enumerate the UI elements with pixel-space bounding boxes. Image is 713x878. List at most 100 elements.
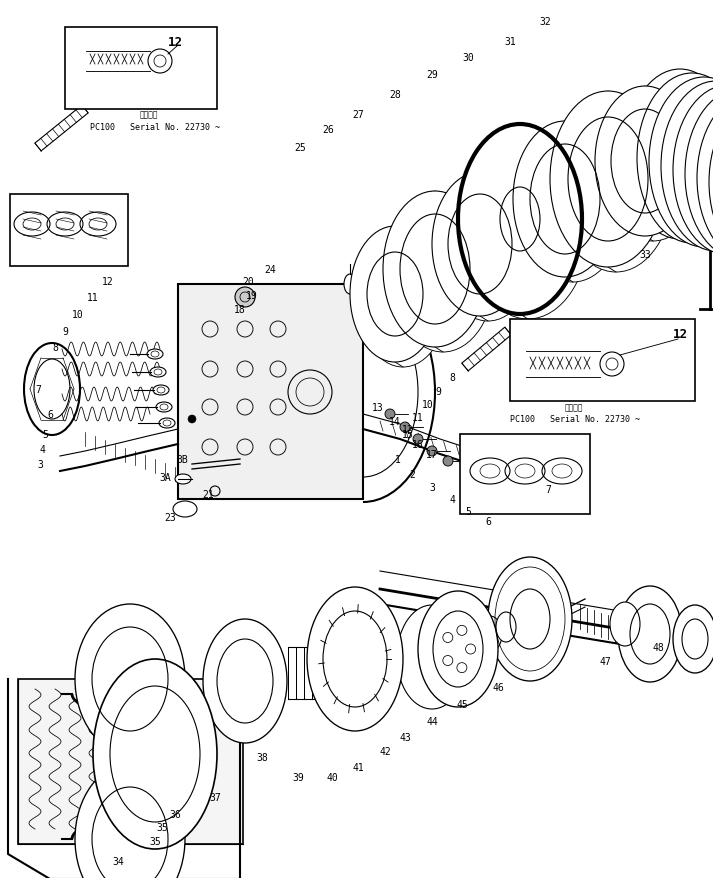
Text: 26: 26 bbox=[322, 125, 334, 135]
Text: 14: 14 bbox=[389, 416, 401, 427]
Ellipse shape bbox=[307, 587, 403, 731]
Text: 16: 16 bbox=[412, 440, 424, 450]
Ellipse shape bbox=[466, 130, 590, 320]
Ellipse shape bbox=[678, 109, 713, 225]
Text: 11: 11 bbox=[412, 413, 424, 422]
Ellipse shape bbox=[344, 275, 356, 295]
Bar bbox=[10, 195, 128, 267]
Text: 17: 17 bbox=[426, 450, 438, 459]
Text: 8: 8 bbox=[449, 372, 455, 383]
Text: 6: 6 bbox=[485, 516, 491, 527]
Ellipse shape bbox=[637, 74, 713, 244]
Text: 3: 3 bbox=[37, 459, 43, 470]
Text: 40: 40 bbox=[326, 772, 338, 782]
Text: 10: 10 bbox=[72, 310, 84, 320]
Circle shape bbox=[443, 457, 453, 466]
Text: 38: 38 bbox=[256, 752, 268, 762]
Ellipse shape bbox=[642, 97, 713, 212]
Ellipse shape bbox=[685, 90, 713, 260]
Ellipse shape bbox=[383, 191, 487, 348]
Text: 7: 7 bbox=[35, 385, 41, 394]
Ellipse shape bbox=[75, 764, 185, 878]
Ellipse shape bbox=[24, 343, 80, 435]
Text: 12: 12 bbox=[168, 35, 183, 48]
Text: PC100   Serial No. 22730 ~: PC100 Serial No. 22730 ~ bbox=[90, 124, 220, 133]
Ellipse shape bbox=[610, 602, 640, 646]
Text: 3A: 3A bbox=[159, 472, 171, 482]
Text: 15: 15 bbox=[402, 429, 414, 440]
Ellipse shape bbox=[625, 70, 713, 240]
Ellipse shape bbox=[358, 232, 448, 368]
Ellipse shape bbox=[702, 117, 713, 233]
Ellipse shape bbox=[654, 101, 713, 217]
Circle shape bbox=[188, 415, 196, 423]
Text: 5: 5 bbox=[465, 507, 471, 516]
Text: 33: 33 bbox=[639, 249, 651, 260]
Ellipse shape bbox=[432, 173, 528, 317]
Ellipse shape bbox=[93, 659, 217, 849]
Circle shape bbox=[400, 422, 410, 433]
Ellipse shape bbox=[709, 97, 713, 268]
Text: 12: 12 bbox=[672, 328, 687, 342]
Text: 21: 21 bbox=[202, 489, 214, 500]
Text: 18: 18 bbox=[234, 305, 246, 314]
Ellipse shape bbox=[673, 605, 713, 673]
Ellipse shape bbox=[147, 349, 163, 360]
Text: 27: 27 bbox=[352, 110, 364, 120]
Ellipse shape bbox=[545, 463, 565, 507]
Circle shape bbox=[427, 447, 437, 457]
Ellipse shape bbox=[673, 86, 713, 255]
Ellipse shape bbox=[458, 125, 582, 314]
Ellipse shape bbox=[175, 474, 191, 485]
Text: 12: 12 bbox=[402, 425, 414, 435]
Ellipse shape bbox=[159, 419, 175, 428]
Ellipse shape bbox=[521, 126, 625, 283]
Circle shape bbox=[413, 435, 423, 444]
Text: 37: 37 bbox=[209, 792, 221, 802]
Text: 11: 11 bbox=[87, 292, 99, 303]
Text: 24: 24 bbox=[264, 264, 276, 275]
Text: 通用号機: 通用号機 bbox=[565, 403, 583, 412]
Bar bbox=[178, 284, 363, 500]
Bar bbox=[460, 435, 590, 515]
Text: 通用号機: 通用号機 bbox=[140, 111, 158, 119]
Text: 20: 20 bbox=[242, 277, 254, 287]
Ellipse shape bbox=[75, 604, 185, 754]
Text: 23: 23 bbox=[164, 513, 176, 522]
Text: 4: 4 bbox=[449, 494, 455, 505]
Text: 5: 5 bbox=[42, 429, 48, 440]
Ellipse shape bbox=[440, 178, 536, 321]
Ellipse shape bbox=[350, 227, 440, 363]
Text: 45: 45 bbox=[456, 699, 468, 709]
Ellipse shape bbox=[488, 558, 572, 681]
Text: 48: 48 bbox=[652, 643, 664, 652]
Text: 12: 12 bbox=[102, 277, 114, 287]
Text: 19: 19 bbox=[246, 291, 258, 300]
Text: 42: 42 bbox=[379, 746, 391, 756]
Text: 8: 8 bbox=[52, 342, 58, 353]
Text: 9: 9 bbox=[62, 327, 68, 336]
Text: 6: 6 bbox=[47, 409, 53, 420]
Text: 41: 41 bbox=[352, 762, 364, 772]
Text: 32: 32 bbox=[539, 17, 551, 27]
Ellipse shape bbox=[418, 591, 498, 707]
Text: 46: 46 bbox=[492, 682, 504, 692]
Ellipse shape bbox=[391, 197, 495, 353]
Text: 28: 28 bbox=[389, 90, 401, 100]
Text: 3: 3 bbox=[429, 482, 435, 493]
Ellipse shape bbox=[156, 402, 172, 413]
Ellipse shape bbox=[203, 619, 287, 743]
Text: 29: 29 bbox=[426, 70, 438, 80]
Text: 3B: 3B bbox=[176, 455, 188, 464]
Text: 34: 34 bbox=[112, 856, 124, 866]
Text: 30: 30 bbox=[462, 53, 474, 63]
Text: 31: 31 bbox=[504, 37, 516, 47]
Ellipse shape bbox=[513, 122, 617, 277]
Ellipse shape bbox=[496, 612, 516, 643]
Text: 9: 9 bbox=[435, 386, 441, 397]
Ellipse shape bbox=[595, 87, 695, 237]
Ellipse shape bbox=[153, 385, 169, 396]
Text: 13: 13 bbox=[372, 402, 384, 413]
Text: 4: 4 bbox=[39, 444, 45, 455]
Ellipse shape bbox=[478, 616, 502, 652]
